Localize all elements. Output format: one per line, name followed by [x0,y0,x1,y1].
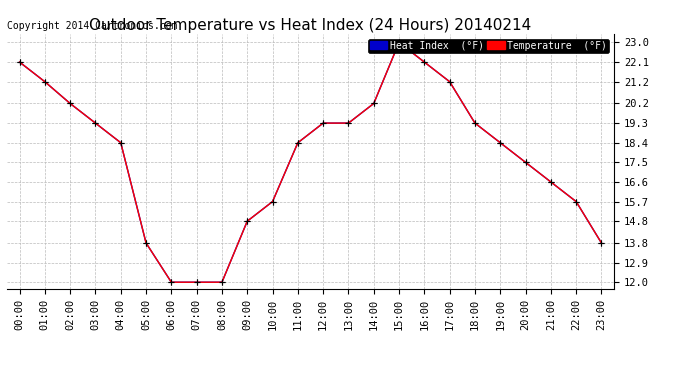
Legend: Heat Index  (°F), Temperature  (°F): Heat Index (°F), Temperature (°F) [368,39,609,53]
Text: Copyright 2014 Cartronics.com: Copyright 2014 Cartronics.com [7,21,177,31]
Title: Outdoor Temperature vs Heat Index (24 Hours) 20140214: Outdoor Temperature vs Heat Index (24 Ho… [90,18,531,33]
